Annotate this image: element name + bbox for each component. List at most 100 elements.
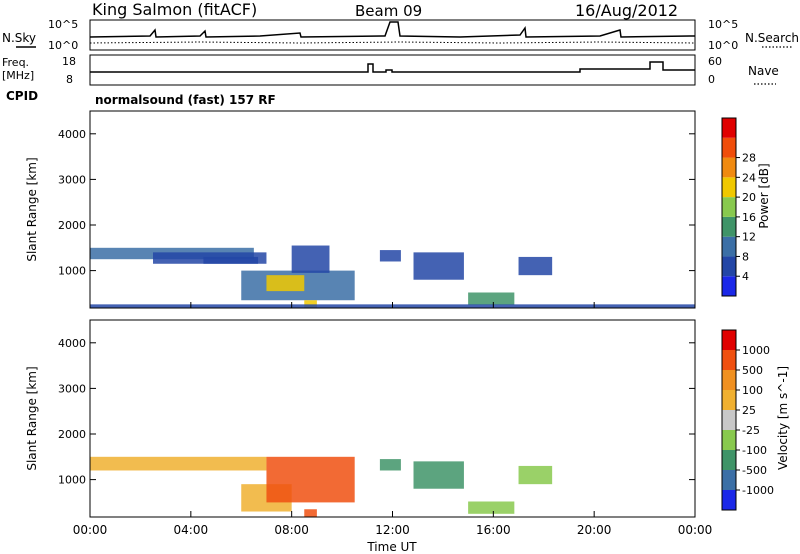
power-colorbar-label-3: 16 xyxy=(742,211,756,224)
velocity-ytick-label-1: 2000 xyxy=(58,428,86,441)
velocity-colorbar-segment-6 xyxy=(722,450,736,470)
power-colorbar-segment-4 xyxy=(722,197,736,217)
power-region-10 xyxy=(518,256,553,276)
velocity-colorbar-label-0: 1000 xyxy=(742,344,770,357)
velocity-colorbar-label-4: -25 xyxy=(742,424,760,437)
noise-sky-label: N.Sky xyxy=(2,31,36,45)
velocity-ytick-label-2: 3000 xyxy=(58,382,86,395)
velocity-colorbar-segment-3 xyxy=(722,390,736,410)
velocity-panel: 1000 2000 3000 4000 Slant Range [km] xyxy=(25,319,696,518)
freq-right-tick-top: 60 xyxy=(708,55,722,68)
velocity-colorbar-label-6: -500 xyxy=(742,464,767,477)
velocity-colorbar-label-2: 100 xyxy=(742,384,763,397)
power-ytick-label-3: 4000 xyxy=(58,128,86,141)
power-colorbar-label-5: 24 xyxy=(742,171,756,184)
velocity-region-6 xyxy=(468,501,515,514)
freq-left-tick-bottom: 8 xyxy=(66,73,73,86)
freq-panel: Freq. [MHz] 18 8 60 0 Nave xyxy=(2,54,779,86)
power-colorbar-label-6: 28 xyxy=(742,152,756,165)
power-colorbar-label-2: 12 xyxy=(742,231,756,244)
noise-right-tick-bottom: 10^0 xyxy=(708,39,738,52)
noise-panel: N.Sky 10^5 10^0 10^5 10^0 N.Search xyxy=(2,18,799,52)
velocity-colorbar-segment-0 xyxy=(722,330,736,350)
noise-right-tick-top: 10^5 xyxy=(708,18,738,31)
power-colorbar-segment-3 xyxy=(722,216,736,237)
power-colorbar-label-4: 20 xyxy=(742,191,756,204)
power-region-8 xyxy=(413,252,464,280)
power-region-4 xyxy=(266,275,305,292)
power-colorbar-segment-1 xyxy=(722,256,736,277)
velocity-y-axis-label: Slant Range [km] xyxy=(25,366,39,470)
cpid-label: CPID xyxy=(6,89,38,103)
xtick-label-0: 00:00 xyxy=(73,523,108,537)
power-colorbar-segment-2 xyxy=(722,236,736,257)
freq-label-line2: [MHz] xyxy=(2,69,34,82)
velocity-y-ticks: 1000 2000 3000 4000 xyxy=(58,337,695,487)
xtick-label-1: 04:00 xyxy=(174,523,209,537)
velocity-ytick-label-3: 4000 xyxy=(58,337,86,350)
freq-series xyxy=(90,61,695,73)
power-ytick-label-2: 3000 xyxy=(58,173,86,186)
velocity-colorbar-segment-4 xyxy=(722,410,736,430)
velocity-colorbar-label-7: -1000 xyxy=(742,484,774,497)
power-region-2 xyxy=(203,256,259,264)
power-region-9 xyxy=(468,292,515,305)
noise-search-series xyxy=(89,41,696,44)
freq-label-line1: Freq. xyxy=(2,56,29,69)
velocity-colorbar-segment-2 xyxy=(722,370,736,390)
velocity-region-3 xyxy=(304,509,317,517)
velocity-colorbar-frame xyxy=(721,329,737,511)
power-region-6 xyxy=(304,300,317,308)
noise-search-label: N.Search xyxy=(745,31,799,45)
power-ytick-label-1: 2000 xyxy=(58,219,86,232)
noise-sky-series xyxy=(89,21,695,38)
cpid-program: normalsound (fast) 157 RF xyxy=(95,93,276,107)
velocity-colorbar-segment-7 xyxy=(722,470,736,490)
power-colorbar-segment-8 xyxy=(722,118,736,138)
freq-left-tick-top: 18 xyxy=(62,55,76,68)
x-axis-label: Time UT xyxy=(366,540,417,554)
power-colorbar-segment-7 xyxy=(722,137,736,158)
power-colorbar-segment-5 xyxy=(722,177,736,198)
freq-right-tick-bottom: 0 xyxy=(708,73,715,86)
velocity-region-4 xyxy=(379,459,401,471)
velocity-region-0 xyxy=(90,456,267,471)
velocity-colorbar-label-3: 25 xyxy=(742,404,756,417)
x-axis-ticks: 00:00 04:00 08:00 12:00 16:00 20:00 00:00 xyxy=(73,302,713,537)
xtick-label-2: 08:00 xyxy=(274,523,309,537)
noise-left-tick-top: 10^5 xyxy=(48,18,78,31)
power-region-5 xyxy=(291,245,330,273)
velocity-colorbar-segment-8 xyxy=(722,490,736,510)
velocity-region-2 xyxy=(266,456,355,503)
station-title: King Salmon (fitACF) xyxy=(92,0,257,19)
velocity-colorbar-label: Velocity [m s^-1] xyxy=(776,366,790,470)
power-region-7 xyxy=(379,250,401,262)
beam-title: Beam 09 xyxy=(355,2,422,20)
velocity-colorbar-segment-5 xyxy=(722,430,736,450)
power-panel-background xyxy=(90,111,695,308)
velocity-colorbar: Velocity [m s^-1] 1000 500 100 25 -25 -100 -50… xyxy=(721,329,790,511)
power-y-ticks: 1000 2000 3000 4000 xyxy=(58,128,695,278)
noise-left-tick-bottom: 10^0 xyxy=(48,39,78,52)
power-colorbar-label-0: 4 xyxy=(742,270,749,283)
xtick-label-4: 16:00 xyxy=(476,523,511,537)
nave-label: Nave xyxy=(748,64,779,78)
power-ytick-label-0: 1000 xyxy=(58,265,86,278)
power-colorbar-segment-6 xyxy=(722,157,736,178)
power-y-axis-label: Slant Range [km] xyxy=(25,157,39,261)
power-colorbar: Power [dB] 4 8 12 16 20 24 28 xyxy=(721,117,771,297)
xtick-label-5: 20:00 xyxy=(577,523,612,537)
power-panel: 1000 2000 3000 4000 Slant Range [km] xyxy=(25,110,696,309)
velocity-colorbar-segment-1 xyxy=(722,350,736,370)
velocity-panel-background xyxy=(90,320,695,517)
xtick-label-6: 00:00 xyxy=(678,523,713,537)
velocity-region-5 xyxy=(413,461,464,489)
velocity-data-layer xyxy=(90,456,553,517)
velocity-colorbar-label-1: 500 xyxy=(742,364,763,377)
power-colorbar-frame xyxy=(721,117,737,297)
velocity-colorbar-label-5: -100 xyxy=(742,444,767,457)
xtick-label-3: 12:00 xyxy=(375,523,410,537)
date-title: 16/Aug/2012 xyxy=(575,1,678,20)
noise-panel-frame xyxy=(89,19,696,51)
